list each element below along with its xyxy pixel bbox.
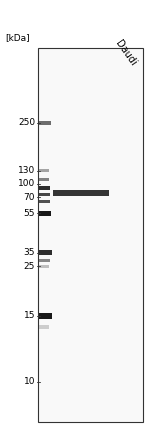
Bar (53, 191, 109, 196)
Bar (39, 313, 52, 319)
Text: 130: 130 (18, 166, 35, 175)
Bar (39, 186, 50, 190)
Bar (38, 48, 143, 422)
Text: 70: 70 (24, 193, 35, 202)
Text: 15: 15 (24, 311, 35, 320)
Bar (39, 121, 51, 125)
Bar (39, 259, 50, 262)
Text: [kDa]: [kDa] (5, 33, 30, 42)
Bar (39, 250, 52, 255)
Bar (39, 193, 50, 196)
Bar (39, 200, 50, 203)
Text: 10: 10 (24, 377, 35, 386)
Text: 55: 55 (24, 209, 35, 218)
Text: Daudi: Daudi (114, 38, 138, 68)
Bar (39, 325, 49, 328)
Text: 100: 100 (18, 179, 35, 188)
Bar (39, 265, 48, 268)
Bar (39, 211, 51, 215)
Bar (39, 169, 48, 172)
Bar (39, 178, 48, 181)
Text: 35: 35 (24, 248, 35, 257)
Text: 25: 25 (24, 262, 35, 271)
Text: 250: 250 (18, 118, 35, 127)
